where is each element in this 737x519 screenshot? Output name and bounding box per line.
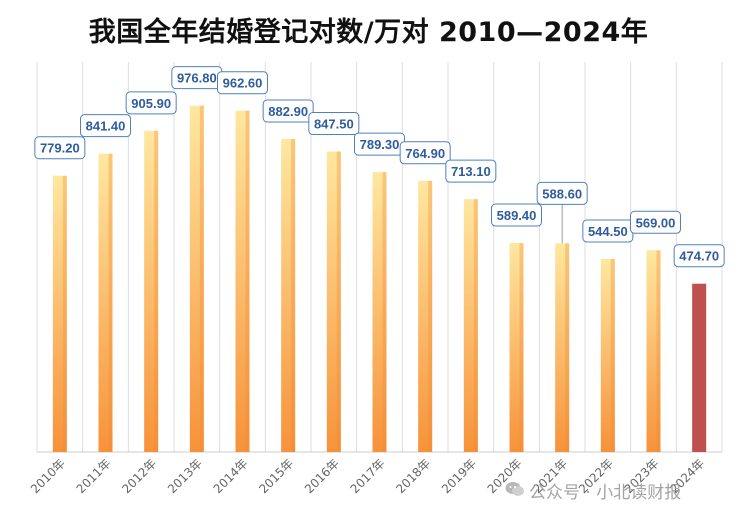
data-label-text: 962.60	[223, 76, 263, 91]
data-label-2015年: 882.90	[262, 99, 314, 123]
bar-2020年	[509, 243, 524, 452]
data-label-box	[399, 141, 451, 165]
data-label-box	[217, 71, 268, 95]
bar-2010年	[52, 175, 67, 453]
bar-shade	[656, 250, 661, 452]
data-labels: 779.20 841.40 905.90 976.80 962.60 882.90 847.…	[34, 66, 725, 268]
data-label-box	[308, 112, 360, 136]
bar-shade	[428, 180, 433, 453]
bar-2019年	[463, 199, 478, 452]
x-tick-2017年: 2017年	[348, 456, 388, 496]
data-label-box	[262, 99, 314, 123]
bar-shade	[473, 199, 478, 452]
bar-shade	[154, 130, 159, 453]
x-tick-2011年: 2011年	[74, 456, 114, 496]
bar-2016年	[326, 151, 341, 453]
x-tick-2014年: 2014年	[211, 456, 251, 496]
x-tick-2019年: 2019年	[439, 456, 479, 496]
data-label-text: 569.00	[636, 215, 676, 230]
bar-shade	[336, 151, 341, 453]
chart-title: 我国全年结婚登记对数/万对 2010—2024年	[88, 17, 649, 48]
watermark-text: 公众号 · 小北读财报	[529, 483, 682, 503]
bar-shade	[565, 243, 570, 452]
data-label-2021年: 588.60	[536, 181, 588, 244]
bar-2015年	[281, 138, 296, 453]
x-tick-2018年: 2018年	[393, 456, 433, 496]
x-tick-2016年: 2016年	[302, 456, 342, 496]
data-label-2019年: 713.10	[445, 159, 497, 183]
data-label-2020年: 589.40	[491, 203, 542, 227]
bar-shade	[519, 243, 524, 452]
data-label-2017年: 789.30	[354, 132, 405, 156]
data-label-box	[80, 114, 131, 138]
data-label-text: 474.70	[679, 249, 719, 264]
bar-2013年	[189, 105, 204, 453]
data-label-box	[536, 181, 588, 205]
bar-shade	[291, 138, 296, 453]
data-label-text: 905.90	[131, 96, 171, 111]
bar-2022年	[600, 258, 615, 452]
data-label-2022年: 544.50	[582, 219, 634, 243]
data-label-box	[125, 91, 177, 115]
bar-2012年	[144, 130, 159, 453]
data-label-box	[34, 136, 86, 160]
data-label-text: 841.40	[86, 119, 126, 134]
data-label-text: 764.90	[405, 146, 445, 161]
bar-shade	[610, 258, 615, 452]
data-label-text: 589.40	[497, 208, 537, 223]
data-label-text: 882.90	[268, 104, 308, 119]
wechat-icon	[505, 481, 525, 497]
data-label-2024年: 474.70	[673, 244, 725, 268]
data-label-2014年: 962.60	[217, 71, 268, 95]
data-label-text: 976.80	[177, 71, 217, 86]
data-label-2018年: 764.90	[399, 141, 451, 165]
data-label-text: 779.20	[40, 141, 80, 156]
bar-shade	[62, 175, 67, 453]
data-label-2011年: 841.40	[80, 114, 131, 138]
bar-shade	[199, 105, 204, 453]
data-label-2016年: 847.50	[308, 112, 360, 136]
data-label-text: 847.50	[314, 117, 354, 132]
data-label-2012年: 905.90	[125, 91, 177, 115]
data-label-text: 789.30	[360, 137, 400, 152]
bar-shade	[245, 110, 250, 453]
data-label-text: 588.60	[542, 186, 582, 201]
bar-2023年	[646, 250, 661, 452]
data-label-box	[630, 210, 681, 234]
data-label-box	[445, 159, 497, 183]
data-label-text: 713.10	[451, 164, 491, 179]
bar-2021年	[555, 243, 570, 452]
bar-2011年	[98, 153, 113, 452]
data-label-text: 544.50	[588, 224, 628, 239]
x-tick-2010年: 2010年	[28, 456, 68, 496]
x-tick-2013年: 2013年	[165, 456, 205, 496]
bar-shade	[108, 153, 113, 452]
bar-2017年	[372, 172, 387, 452]
x-tick-2015年: 2015年	[256, 456, 296, 496]
data-label-2013年: 976.80	[171, 66, 223, 90]
bars	[52, 105, 707, 453]
bar-shade	[382, 172, 387, 452]
data-label-box	[491, 203, 542, 227]
bar-2014年	[235, 110, 250, 453]
data-label-2010年: 779.20	[34, 136, 86, 160]
x-tick-2012年: 2012年	[119, 456, 159, 496]
bar-2018年	[418, 180, 433, 453]
data-label-box	[673, 244, 725, 268]
bar-2024年	[692, 283, 707, 452]
data-label-2023年: 569.00	[630, 210, 681, 234]
